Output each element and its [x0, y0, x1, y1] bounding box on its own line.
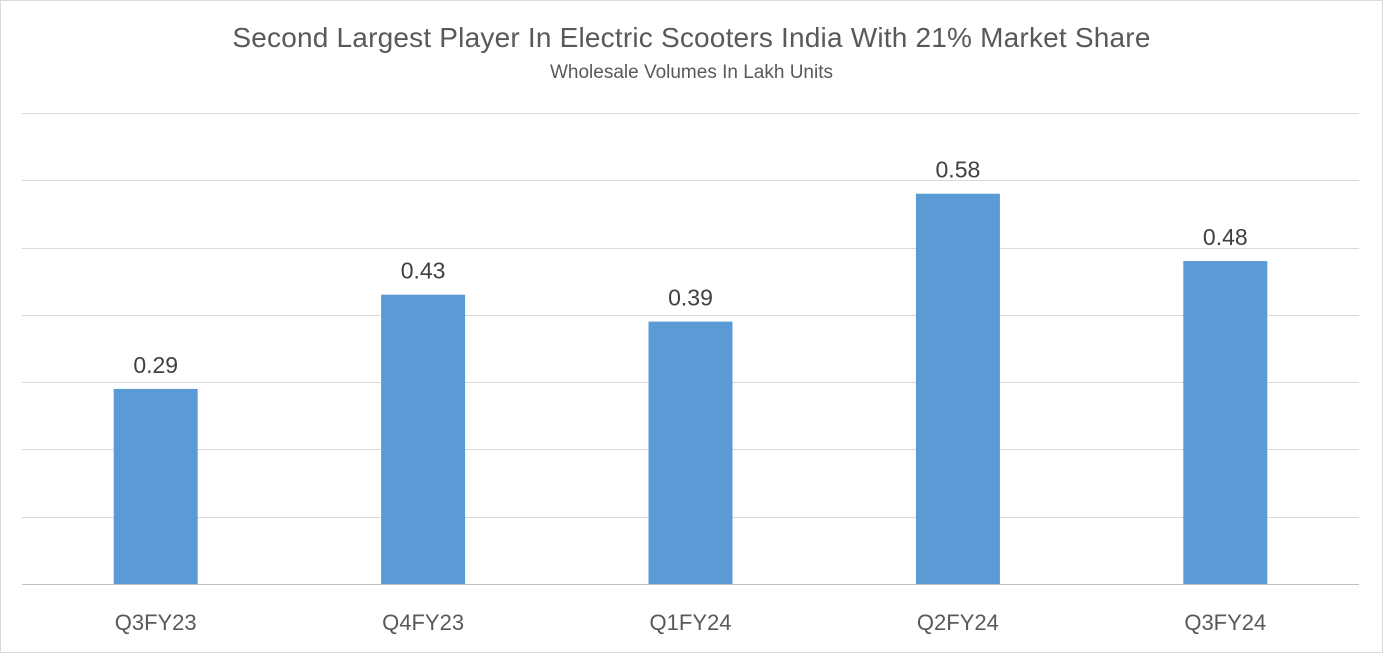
- bar-q3fy23: [113, 388, 198, 584]
- data-label-q3fy23: 0.29: [133, 352, 178, 378]
- x-tick-q4fy23: Q4FY23: [382, 610, 464, 635]
- x-tick-q1fy24: Q1FY24: [650, 610, 732, 635]
- x-axis-ticks: Q3FY23 Q4FY23 Q1FY24 Q2FY24 Q3FY24: [115, 610, 1267, 635]
- data-label-q1fy24: 0.39: [668, 285, 713, 311]
- x-tick-q3fy23: Q3FY23: [115, 610, 197, 635]
- data-label-q4fy23: 0.43: [401, 258, 446, 284]
- bar-q2fy24: [915, 193, 1000, 584]
- chart-subtitle: Wholesale Volumes In Lakh Units: [549, 62, 834, 83]
- x-tick-q2fy24: Q2FY24: [917, 610, 999, 635]
- bars: [113, 193, 1268, 584]
- data-labels: 0.29 0.43 0.39 0.58 0.48: [133, 157, 1247, 378]
- bar-q3fy24: [1183, 261, 1268, 584]
- data-label-q3fy24: 0.48: [1203, 224, 1248, 250]
- bar-q4fy23: [381, 294, 466, 584]
- chart-title: Second Largest Player In Electric Scoote…: [232, 22, 1151, 53]
- data-label-q2fy24: 0.58: [936, 157, 981, 183]
- x-tick-q3fy24: Q3FY24: [1184, 610, 1266, 635]
- bar-q1fy24: [648, 321, 733, 584]
